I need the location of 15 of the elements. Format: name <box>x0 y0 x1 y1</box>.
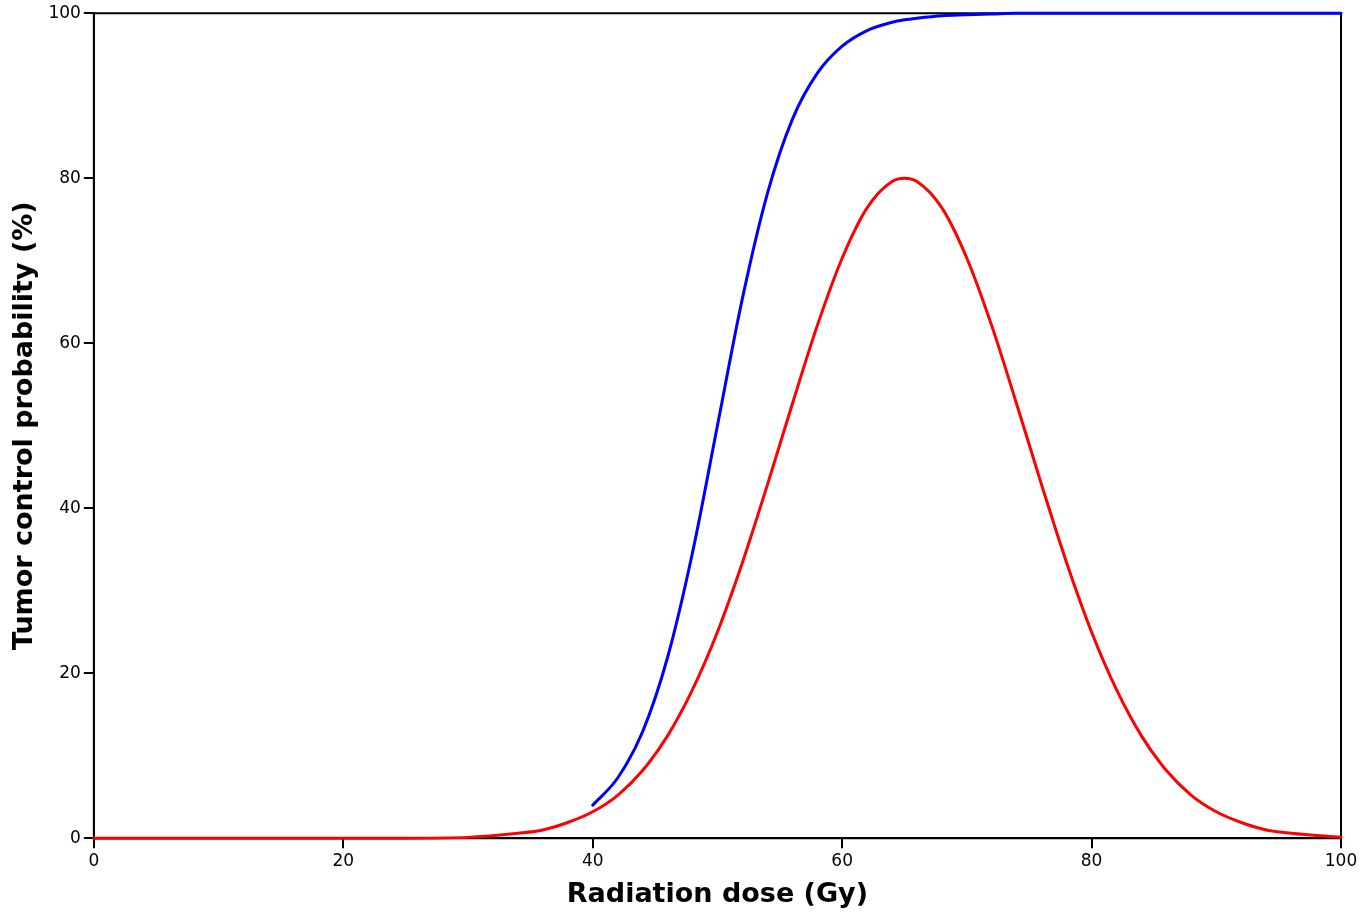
y-tick-label: 20 <box>59 661 81 682</box>
line-series <box>591 11 1343 807</box>
y-tick-label: 100 <box>48 1 81 22</box>
y-tick-label: 60 <box>59 331 81 352</box>
x-tick-label: 0 <box>88 849 100 870</box>
x-tick-label: 80 <box>1080 849 1103 870</box>
y-tick-label: 40 <box>59 496 81 517</box>
x-tick-label: 40 <box>581 849 604 870</box>
x-axis-title: Radiation dose (Gy) <box>566 876 869 908</box>
y-tick-label: 0 <box>70 826 81 847</box>
y-axis-title: Tumor control probability (%) <box>7 201 39 651</box>
x-tick-label: 20 <box>332 849 355 870</box>
x-tick-label: 60 <box>831 849 853 870</box>
x-tick-label: 100 <box>1324 849 1358 870</box>
y-tick-label: 80 <box>59 166 81 187</box>
